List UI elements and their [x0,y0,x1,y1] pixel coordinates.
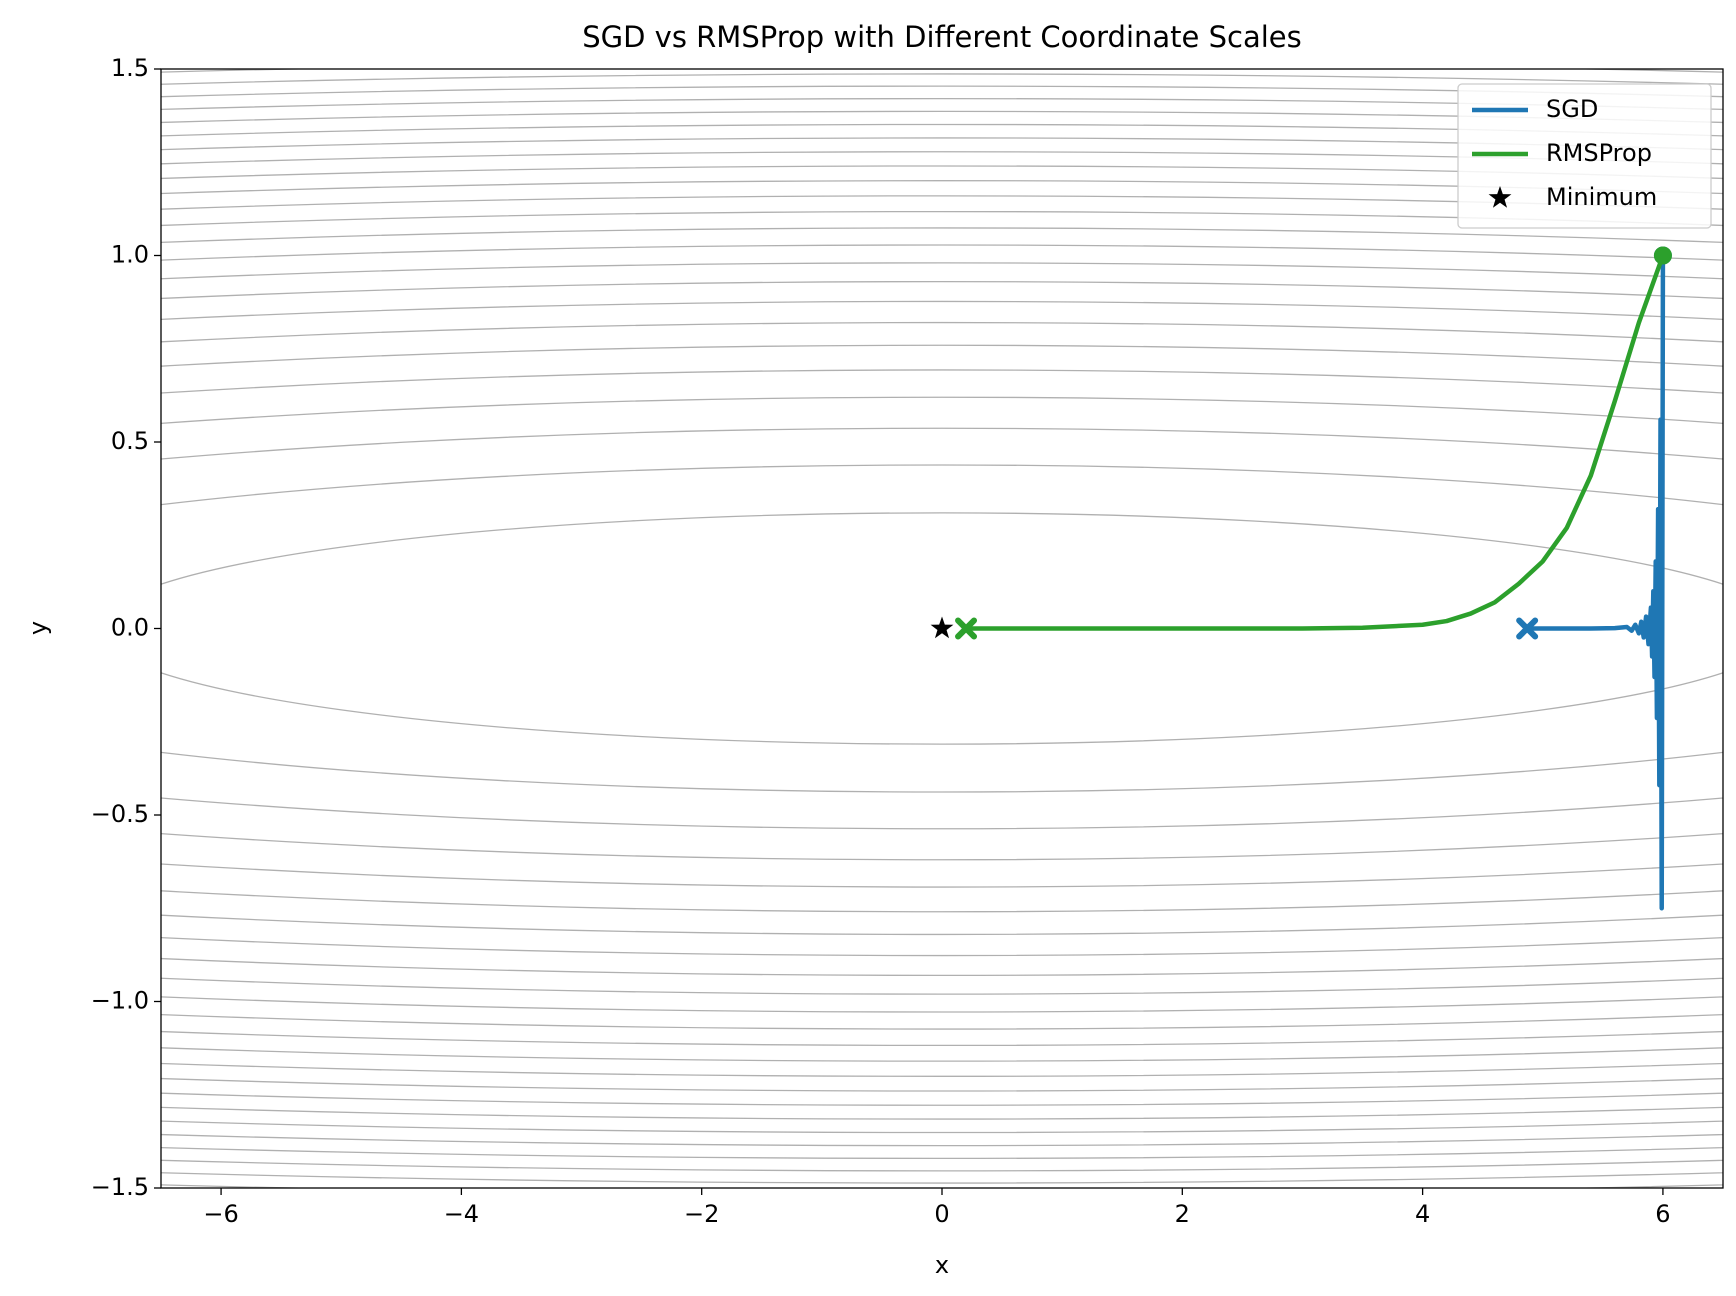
contour-line [161,244,1723,1013]
end-marker [1516,617,1539,640]
x-tick-label: −6 [203,1200,238,1228]
x-axis-label: x [935,1251,949,1279]
y-tick-label: −0.5 [91,800,149,828]
contour-line [161,396,1723,861]
y-tick-label: 1.5 [111,54,149,82]
contour-line [161,110,1723,1147]
y-tick-label: 0.0 [111,614,149,642]
y-tick-label: 1.0 [111,241,149,269]
contour-line [161,195,1723,1062]
y-tick-label: −1.5 [91,1173,149,1201]
contour-line [161,123,1723,1134]
contour-line [161,369,1723,888]
contour-line [161,512,1723,745]
contour-line [161,85,1723,1172]
contours [161,69,1723,1188]
contour-line [161,262,1723,995]
series-line [1527,255,1666,911]
x-tick-label: 2 [1175,1200,1190,1228]
x-tick-label: 0 [934,1200,949,1228]
contour-line [161,322,1723,935]
x-tick-label: −4 [444,1200,479,1228]
contour-line [161,227,1723,1030]
x-tick-label: 6 [1655,1200,1670,1228]
y-tick-label: −1.0 [91,987,149,1015]
legend-label: RMSProp [1546,139,1652,167]
legend-label: Minimum [1546,183,1657,211]
end-marker [955,617,978,640]
contour-line [161,427,1723,830]
chart-title: SGD vs RMSProp with Different Coordinate… [582,20,1302,54]
minimum-marker [930,616,954,639]
contour-line [161,344,1723,913]
series-line [966,254,1666,631]
y-tick-label: 0.5 [111,427,149,455]
contour-line [161,98,1723,1159]
contour-line [161,281,1723,976]
contour-line [161,211,1723,1046]
plot-content: −6 −4 −2 0 2 4 6 −1.5 −1.0 −0.5 0.0 0.5 1.0 1.5 SGD RMS… [91,54,1724,1228]
contour-line [161,151,1723,1106]
contour-line [161,69,1723,1188]
legend-label: SGD [1546,95,1598,123]
contour-line [161,300,1723,957]
contour-line [161,73,1723,1184]
contour-line [161,180,1723,1077]
contour-line [161,165,1723,1092]
contour-line [161,464,1723,793]
legend-swatch [1488,186,1512,208]
contour-line [161,137,1723,1120]
y-axis-label: y [24,621,52,635]
start-marker [1653,246,1672,265]
x-tick-label: −2 [684,1200,719,1228]
legend-box [1457,83,1712,229]
x-tick-label: 4 [1415,1200,1430,1228]
